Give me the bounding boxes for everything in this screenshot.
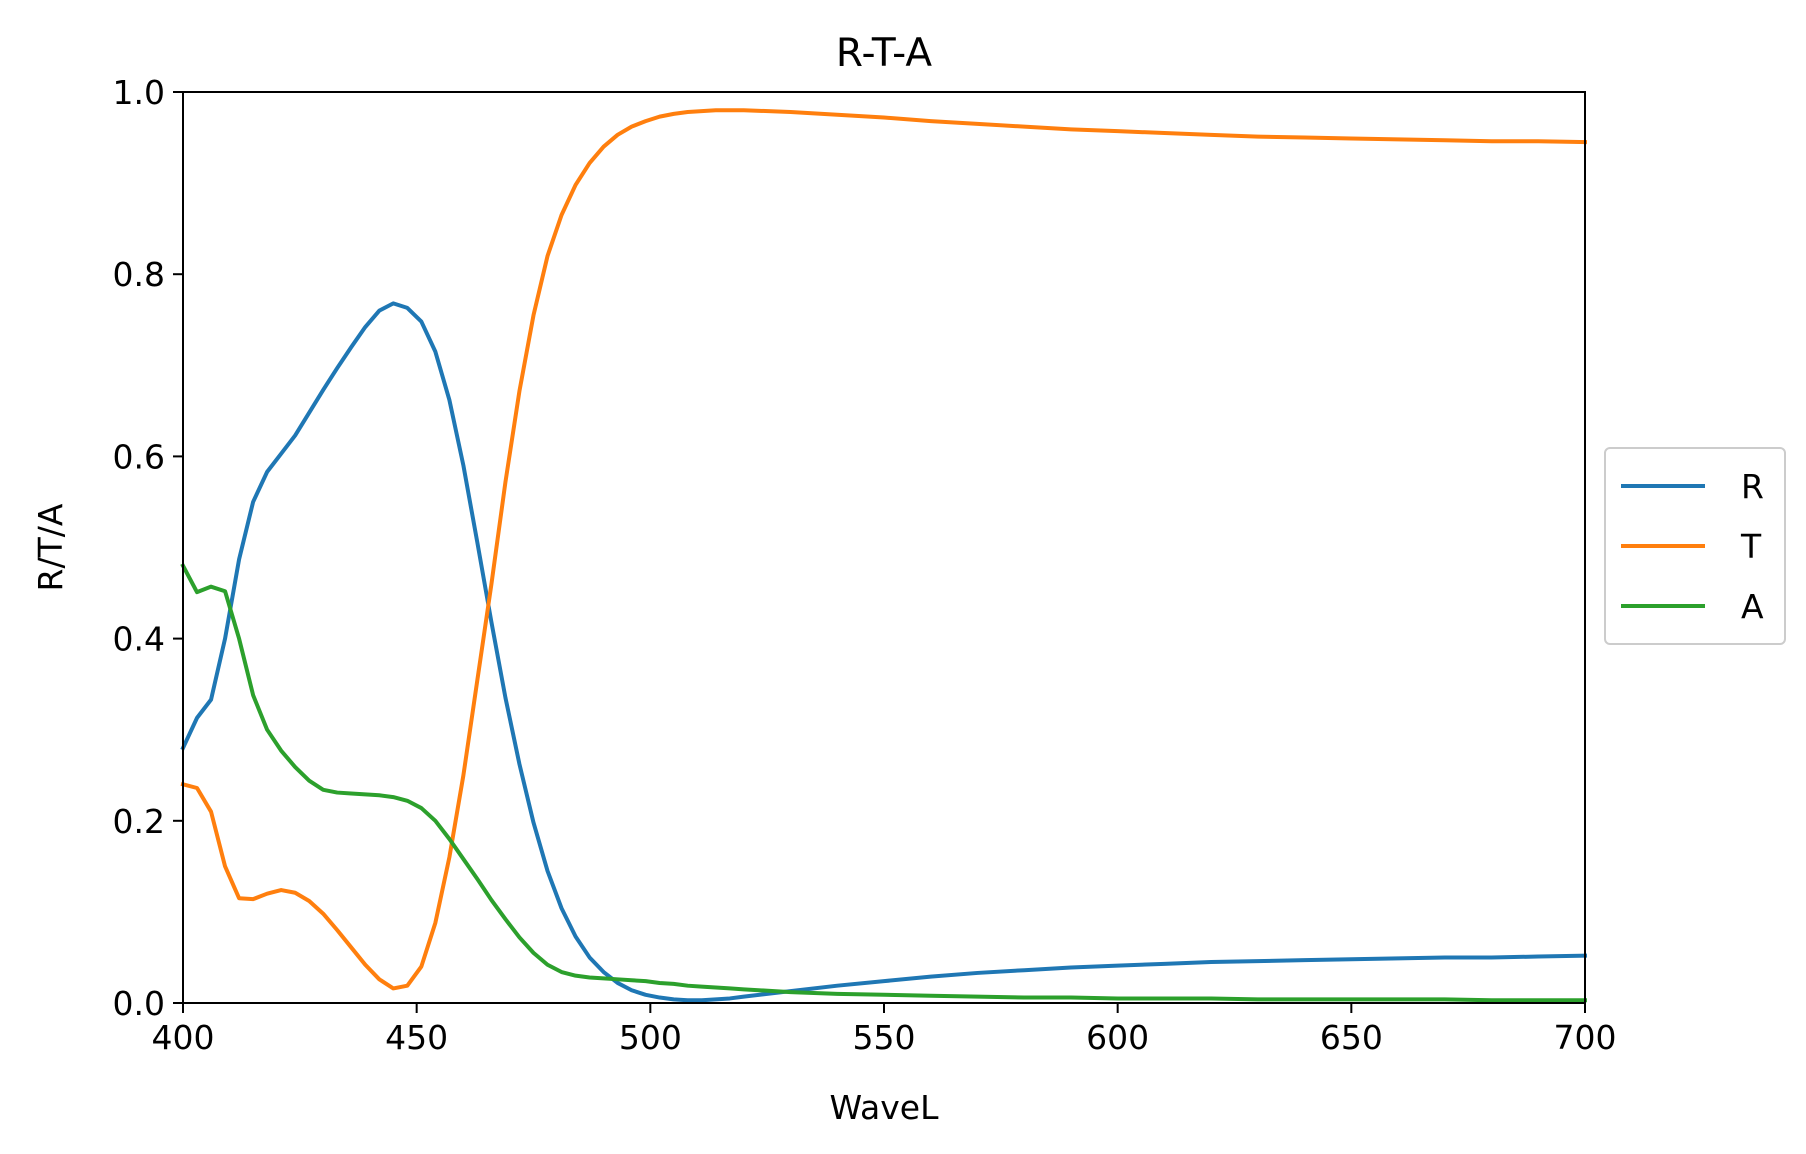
y-tick-label: 0.0 [113,984,165,1023]
x-tick-label: 550 [853,1018,916,1057]
plot-lines [180,108,1588,1003]
y-tick-label: 0.2 [113,802,165,841]
x-tick-label: 450 [385,1018,448,1057]
series-line-r [180,301,1588,1003]
legend: RTA [1604,447,1786,645]
x-tick-label: 600 [1086,1018,1149,1057]
y-tick-label: 1.0 [113,73,165,112]
legend-label-r: R [1741,467,1764,506]
series-line-a [180,563,1587,1003]
legend-label-a: A [1741,587,1764,626]
x-tick-label: 700 [1554,1018,1617,1057]
y-axis-title: R/T/A [31,503,70,591]
chart-title: R-T-A [836,31,932,76]
series-line-t [180,108,1588,991]
legend-label-t: T [1740,527,1762,566]
y-tick-label: 0.8 [113,255,165,294]
x-tick-label: 650 [1320,1018,1383,1057]
y-tick-label: 0.4 [113,620,165,659]
y-tick-label: 0.6 [113,437,165,476]
x-axis-title: WaveL [830,1088,940,1127]
y-axis-ticks: 0.0 0.2 0.4 0.6 0.8 1.0 [113,73,183,1023]
x-tick-label: 500 [619,1018,682,1057]
x-tick-label: 400 [152,1018,215,1057]
x-axis-ticks: 400 450 500 550 600 650 700 [152,1003,1617,1057]
